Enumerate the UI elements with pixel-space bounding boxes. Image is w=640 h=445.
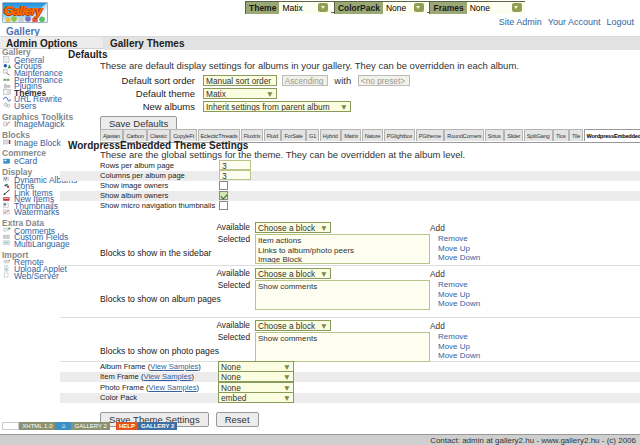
svg-text:»»: »»: [3, 76, 10, 82]
